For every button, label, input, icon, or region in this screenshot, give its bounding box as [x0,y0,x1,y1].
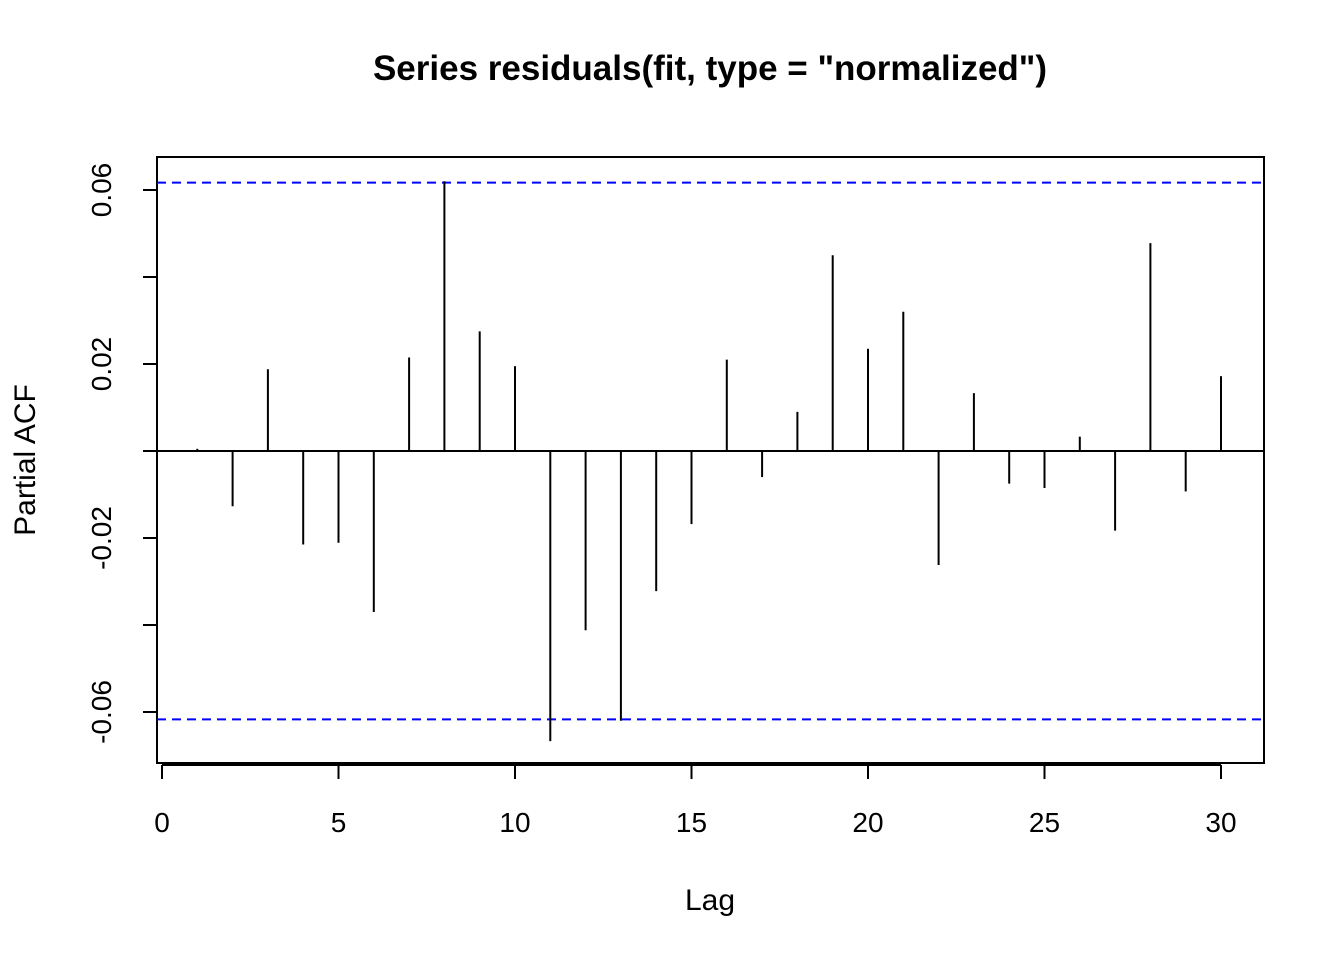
x-tick-label: 0 [154,807,170,838]
y-tick-label: 0.02 [86,337,117,392]
y-axis-label: Partial ACF [9,384,42,536]
pacf-bars [157,181,1264,742]
x-tick-label: 25 [1029,807,1060,838]
x-tick-label: 10 [499,807,530,838]
y-axis: -0.06 -0.02 0.02 0.06 [86,163,158,744]
x-tick-label: 20 [852,807,883,838]
chart-title: Series residuals(fit, type = "normalized… [373,49,1047,88]
y-tick-label: -0.06 [86,680,117,744]
x-tick-label: 15 [676,807,707,838]
x-tick-label: 30 [1205,807,1236,838]
x-axis: 0 5 10 15 20 25 30 [154,764,1237,838]
x-axis-label: Lag [685,884,735,917]
y-tick-label: 0.06 [86,163,117,218]
x-tick-label: 5 [331,807,347,838]
plot-frame [156,156,1265,764]
y-tick-label: -0.02 [86,506,117,570]
confidence-bounds [157,181,1264,721]
